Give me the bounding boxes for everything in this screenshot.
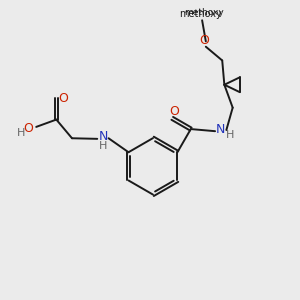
Text: H: H (226, 130, 235, 140)
Text: O: O (58, 92, 68, 105)
Text: O: O (200, 34, 209, 47)
Text: O: O (23, 122, 33, 135)
Text: methoxy: methoxy (184, 8, 224, 17)
Text: methoxy: methoxy (179, 9, 222, 19)
Text: H: H (99, 141, 107, 151)
Text: N: N (98, 130, 108, 143)
Text: H: H (16, 128, 25, 138)
Text: O: O (169, 105, 179, 118)
Text: N: N (216, 123, 225, 136)
